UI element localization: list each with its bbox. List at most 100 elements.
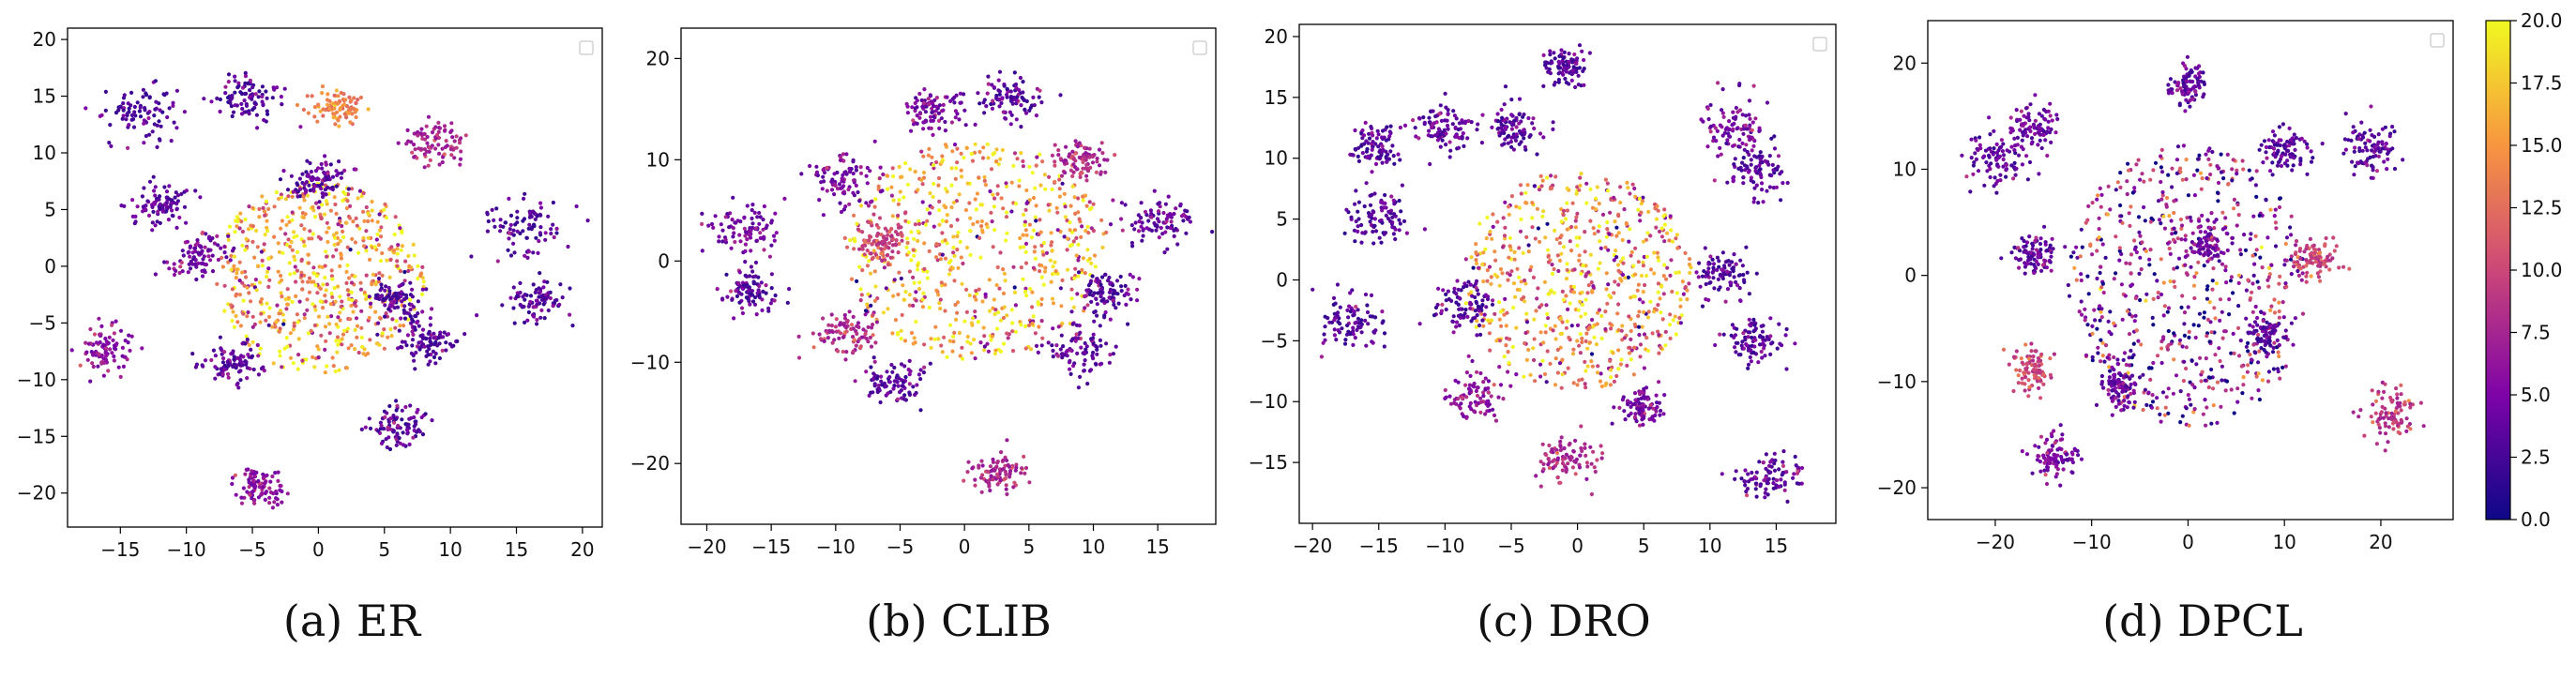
scatter-point xyxy=(1522,294,1526,300)
scatter-point xyxy=(921,154,926,158)
scatter-point xyxy=(757,221,762,226)
scatter-point xyxy=(1553,324,1557,328)
scatter-point xyxy=(899,328,903,333)
scatter-point xyxy=(968,252,973,257)
scatter-point xyxy=(275,85,280,90)
scatter-point xyxy=(1581,263,1585,268)
scatter-point xyxy=(146,213,152,218)
scatter-point xyxy=(1118,274,1123,279)
scatter-point xyxy=(235,271,239,276)
scatter-point xyxy=(336,222,341,227)
scatter-point xyxy=(1445,123,1450,128)
scatter-point xyxy=(175,193,181,198)
scatter-point xyxy=(1038,230,1043,234)
scatter-point xyxy=(286,194,291,199)
scatter-point xyxy=(1708,124,1713,128)
scatter-point xyxy=(1508,244,1512,249)
scatter-point xyxy=(284,222,289,227)
scatter-point xyxy=(868,234,872,239)
scatter-point xyxy=(384,216,389,220)
scatter-point xyxy=(210,235,215,241)
scatter-point xyxy=(1485,279,1490,283)
scatter-point xyxy=(1523,278,1527,283)
x-tick-label: −10 xyxy=(816,536,856,558)
scatter-point xyxy=(914,319,918,324)
scatter-point xyxy=(1615,311,1620,316)
scatter-point xyxy=(1023,465,1029,471)
scatter-point xyxy=(1428,161,1432,167)
scatter-point xyxy=(937,222,942,227)
scatter-point xyxy=(267,306,272,310)
scatter-point xyxy=(972,294,977,299)
scatter-point xyxy=(711,225,716,230)
scatter-point xyxy=(362,219,367,223)
scatter-point xyxy=(387,446,393,452)
scatter-point xyxy=(399,316,403,321)
scatter-point xyxy=(426,362,431,367)
scatter-point xyxy=(354,100,358,105)
scatter-point xyxy=(981,325,986,330)
scatter-point xyxy=(224,255,229,260)
scatter-point xyxy=(868,335,872,340)
scatter-point xyxy=(262,117,266,123)
scatter-point xyxy=(1115,292,1120,296)
scatter-point xyxy=(222,350,227,355)
scatter-point xyxy=(1637,297,1643,302)
scatter-point xyxy=(119,204,124,208)
scatter-point xyxy=(406,253,411,259)
scatter-point xyxy=(1644,336,1649,340)
scatter-point xyxy=(297,205,302,210)
scatter-point xyxy=(1607,232,1612,236)
scatter-point xyxy=(295,312,299,317)
x-tick-label: −15 xyxy=(751,536,791,558)
scatter-point xyxy=(347,106,352,111)
scatter-point xyxy=(368,426,373,430)
scatter-point xyxy=(1555,253,1560,258)
scatter-point xyxy=(410,338,416,342)
scatter-point xyxy=(169,139,174,143)
scatter-point xyxy=(379,294,384,298)
scatter-point xyxy=(346,192,351,197)
scatter-point xyxy=(1360,128,1365,133)
scatter-point xyxy=(399,282,403,288)
scatter-point xyxy=(1517,246,1522,250)
scatter-point xyxy=(1582,83,1586,87)
scatter-point xyxy=(1460,120,1465,125)
scatter-point xyxy=(1099,170,1103,174)
scatter-point xyxy=(1077,155,1082,160)
scatter-point xyxy=(931,163,936,168)
scatter-point xyxy=(900,174,904,179)
scatter-point xyxy=(1509,127,1514,131)
scatter-point xyxy=(936,183,941,188)
scatter-point xyxy=(936,337,941,341)
scatter-point xyxy=(1060,278,1065,282)
scatter-point xyxy=(521,229,525,234)
scatter-point xyxy=(302,312,307,317)
scatter-point xyxy=(121,101,126,106)
scatter-point xyxy=(154,99,159,104)
scatter-point xyxy=(1503,84,1508,89)
scatter-point xyxy=(150,129,155,134)
scatter-point xyxy=(396,423,401,429)
scatter-point xyxy=(1361,133,1367,138)
scatter-point xyxy=(420,292,425,296)
scatter-point xyxy=(1446,112,1450,116)
scatter-point xyxy=(165,260,170,264)
scatter-point xyxy=(321,282,326,287)
scatter-point xyxy=(367,416,371,421)
scatter-point xyxy=(1532,317,1537,322)
scatter-point xyxy=(220,371,225,377)
scatter-point xyxy=(1629,249,1634,254)
scatter-point xyxy=(522,196,526,201)
scatter-point xyxy=(1737,82,1742,86)
scatter-point xyxy=(84,350,89,355)
scatter-point xyxy=(911,118,916,123)
scatter-point xyxy=(307,261,311,265)
scatter-point xyxy=(875,389,880,395)
scatter-point xyxy=(1027,198,1032,203)
scatter-point xyxy=(316,102,321,107)
scatter-point xyxy=(1362,142,1367,146)
scatter-point xyxy=(280,250,285,255)
scatter-point xyxy=(1668,336,1673,340)
scatter-point xyxy=(1629,337,1633,341)
